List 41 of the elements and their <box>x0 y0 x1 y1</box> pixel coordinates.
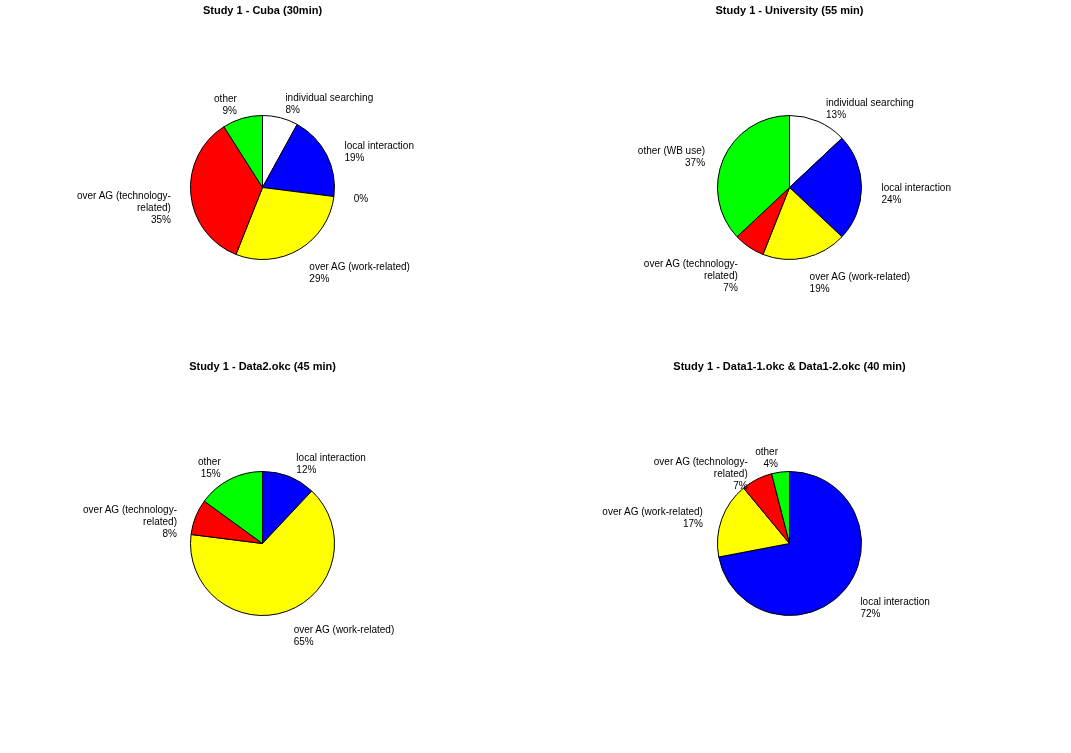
slice-label: other <box>197 455 222 467</box>
data-label: 35% <box>150 214 172 226</box>
data-label: 19% <box>809 283 830 295</box>
slice-label: individual searching <box>826 97 914 109</box>
slice-label: local interaction <box>296 451 366 463</box>
slice-label: over AG (work-related) <box>309 260 410 272</box>
data-label: 72% <box>860 608 881 620</box>
data-label: 29% <box>309 272 330 284</box>
slice-label: other <box>755 446 779 458</box>
slice-label: over AG (technology-related) <box>643 257 738 281</box>
slice-label: local interaction <box>860 596 930 608</box>
slice-label: individual searching <box>285 92 374 104</box>
data-label: 7% <box>723 281 738 293</box>
chart-title: Study 1 - University (55 min) <box>715 4 864 16</box>
data-label: 12% <box>296 463 317 475</box>
data-label: 19% <box>344 151 365 163</box>
slice-label: over AG (technology-related) <box>76 190 171 214</box>
chart-title: Study 1 - Data1-1.okc & Data1-2.okc (40 min) <box>673 360 906 372</box>
data-label: 13% <box>826 109 847 121</box>
text: 0% <box>353 193 369 205</box>
chart-title: Study 1 - Cuba (30min) <box>202 4 323 16</box>
data-label: 4% <box>763 458 779 470</box>
slice-label: over AG (work-related) <box>809 271 911 283</box>
slice-label: other (WB use) <box>637 144 706 156</box>
slice-label: over AG (technology-related) <box>83 503 177 527</box>
data-label: 7% <box>733 479 748 491</box>
data-label: 9% <box>222 105 237 117</box>
chart-title: Study 1 - Data2.okc (45 min) <box>189 360 337 372</box>
data-label: 17% <box>682 518 704 530</box>
slice-label: over AG (technology-related) <box>653 455 748 479</box>
data-label: 37% <box>685 156 706 168</box>
slice-label: over AG (work-related) <box>602 506 703 518</box>
data-label: 8% <box>285 104 300 116</box>
data-label: 8% <box>162 527 178 539</box>
data-label: 65% <box>293 636 314 648</box>
slice-label: over AG (work-related) <box>293 624 395 636</box>
slice-label: local interaction <box>344 139 414 151</box>
data-label: 24% <box>881 193 902 205</box>
data-label: 15% <box>200 467 221 479</box>
slice-label: local interaction <box>881 181 951 193</box>
slice-label: other <box>214 93 238 105</box>
